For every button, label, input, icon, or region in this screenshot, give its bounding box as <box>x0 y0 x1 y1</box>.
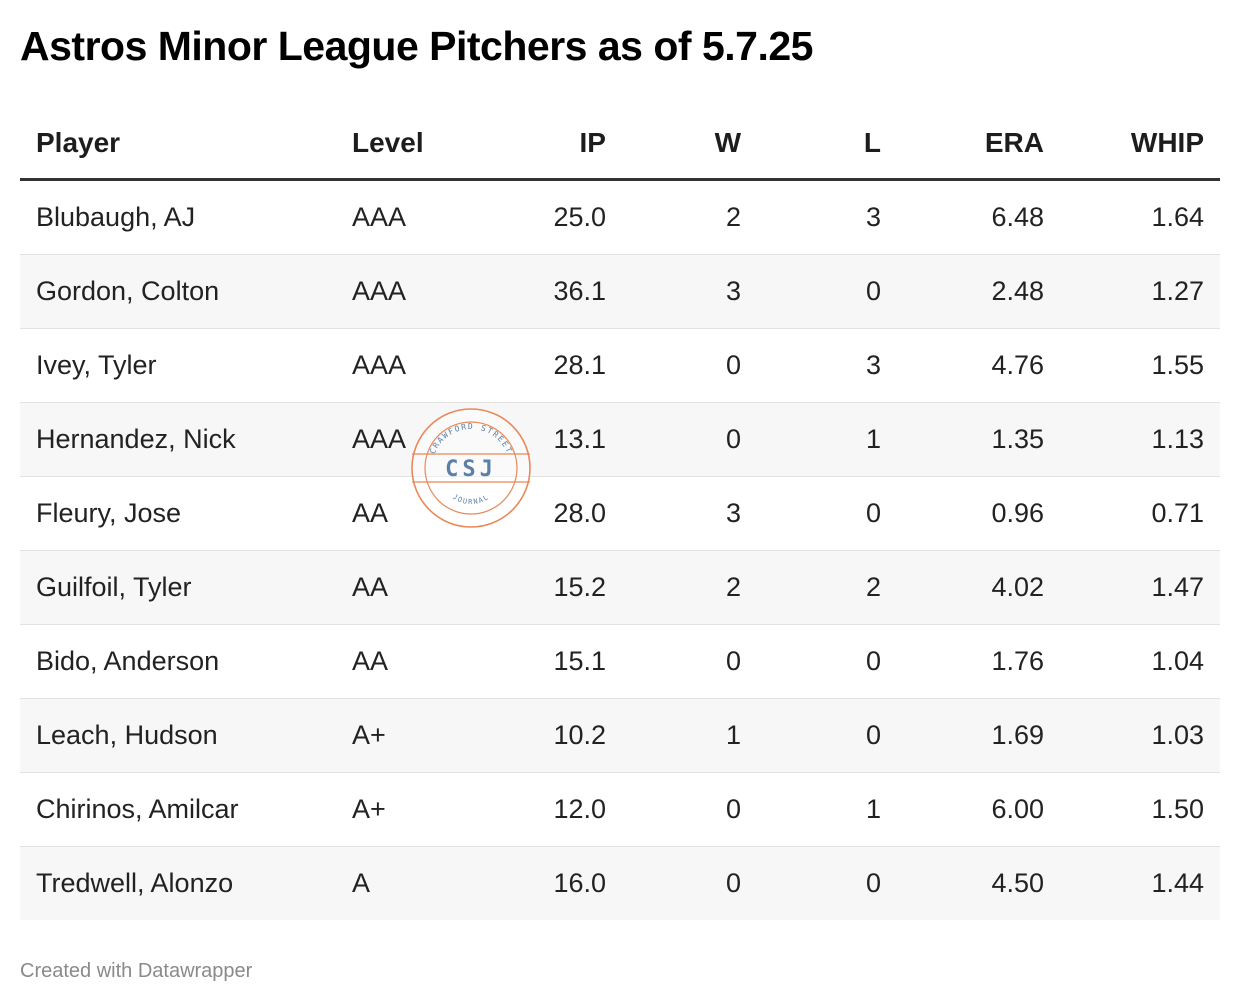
cell-w: 0 <box>622 846 757 920</box>
cell-level: AAA <box>336 179 472 255</box>
header-row: Player Level IP W L ERA WHIP <box>20 108 1220 181</box>
cell-level: AAA <box>336 328 472 403</box>
cell-l: 3 <box>757 179 897 255</box>
cell-ip: 15.1 <box>472 624 622 699</box>
cell-l: 0 <box>757 254 897 329</box>
cell-l: 1 <box>757 772 897 847</box>
cell-level: AAA <box>336 254 472 329</box>
cell-whip: 1.04 <box>1060 624 1220 699</box>
column-header-whip[interactable]: WHIP <box>1060 108 1220 181</box>
cell-level: AA <box>336 550 472 625</box>
datawrapper-credit: Created with Datawrapper <box>20 960 253 982</box>
column-header-player[interactable]: Player <box>20 108 336 181</box>
table-row: Leach, Hudson A+ 10.2 1 0 1.69 1.03 <box>20 698 1220 773</box>
column-header-era[interactable]: ERA <box>897 108 1060 181</box>
cell-level: A <box>336 846 472 920</box>
cell-whip: 1.50 <box>1060 772 1220 847</box>
cell-player: Bido, Anderson <box>20 624 336 699</box>
cell-player: Gordon, Colton <box>20 254 336 329</box>
cell-player: Guilfoil, Tyler <box>20 550 336 625</box>
cell-era: 4.02 <box>897 550 1060 625</box>
column-header-level[interactable]: Level <box>336 108 472 181</box>
cell-l: 0 <box>757 846 897 920</box>
cell-ip: 36.1 <box>472 254 622 329</box>
cell-level: AA <box>336 476 472 551</box>
cell-l: 2 <box>757 550 897 625</box>
table-row: Tredwell, Alonzo A 16.0 0 0 4.50 1.44 <box>20 846 1220 920</box>
cell-ip: 12.0 <box>472 772 622 847</box>
cell-player: Chirinos, Amilcar <box>20 772 336 847</box>
cell-w: 2 <box>622 179 757 255</box>
cell-era: 1.76 <box>897 624 1060 699</box>
table-body: Blubaugh, AJ AAA 25.0 2 3 6.48 1.64 Gordon, Col… <box>20 179 1220 920</box>
cell-w: 0 <box>622 772 757 847</box>
cell-whip: 1.55 <box>1060 328 1220 403</box>
cell-ip: 25.0 <box>472 179 622 255</box>
table-row: Bido, Anderson AA 15.1 0 0 1.76 1.04 <box>20 624 1220 699</box>
cell-whip: 0.71 <box>1060 476 1220 551</box>
column-header-w[interactable]: W <box>622 108 757 181</box>
cell-ip: 28.0 <box>472 476 622 551</box>
table-row: Blubaugh, AJ AAA 25.0 2 3 6.48 1.64 <box>20 179 1220 255</box>
cell-l: 0 <box>757 698 897 773</box>
cell-w: 2 <box>622 550 757 625</box>
cell-whip: 1.13 <box>1060 402 1220 477</box>
cell-era: 4.76 <box>897 328 1060 403</box>
cell-ip: 10.2 <box>472 698 622 773</box>
cell-l: 0 <box>757 476 897 551</box>
cell-era: 6.48 <box>897 179 1060 255</box>
cell-player: Ivey, Tyler <box>20 328 336 403</box>
table-row: Guilfoil, Tyler AA 15.2 2 2 4.02 1.47 <box>20 550 1220 625</box>
cell-ip: 13.1 <box>472 402 622 477</box>
table-row: Gordon, Colton AAA 36.1 3 0 2.48 1.27 <box>20 254 1220 329</box>
pitchers-table: Player Level IP W L ERA WHIP Blubaugh, A… <box>20 108 1220 920</box>
cell-player: Fleury, Jose <box>20 476 336 551</box>
cell-era: 4.50 <box>897 846 1060 920</box>
cell-player: Tredwell, Alonzo <box>20 846 336 920</box>
cell-whip: 1.03 <box>1060 698 1220 773</box>
cell-level: AAA <box>336 402 472 477</box>
cell-player: Hernandez, Nick <box>20 402 336 477</box>
cell-ip: 28.1 <box>472 328 622 403</box>
cell-whip: 1.44 <box>1060 846 1220 920</box>
cell-ip: 15.2 <box>472 550 622 625</box>
cell-level: A+ <box>336 698 472 773</box>
table-row: Chirinos, Amilcar A+ 12.0 0 1 6.00 1.50 <box>20 772 1220 847</box>
cell-era: 6.00 <box>897 772 1060 847</box>
cell-whip: 1.27 <box>1060 254 1220 329</box>
data-table-container: Player Level IP W L ERA WHIP Blubaugh, A… <box>20 108 1220 920</box>
column-header-l[interactable]: L <box>757 108 897 181</box>
column-header-ip[interactable]: IP <box>472 108 622 181</box>
cell-ip: 16.0 <box>472 846 622 920</box>
table-row: Fleury, Jose AA 28.0 3 0 0.96 0.71 <box>20 476 1220 551</box>
cell-w: 0 <box>622 328 757 403</box>
cell-w: 1 <box>622 698 757 773</box>
cell-w: 3 <box>622 476 757 551</box>
cell-whip: 1.64 <box>1060 179 1220 255</box>
table-row: Ivey, Tyler AAA 28.1 0 3 4.76 1.55 <box>20 328 1220 403</box>
cell-w: 0 <box>622 402 757 477</box>
chart-title: Astros Minor League Pitchers as of 5.7.2… <box>20 23 813 69</box>
cell-era: 1.35 <box>897 402 1060 477</box>
table-header: Player Level IP W L ERA WHIP <box>20 108 1220 181</box>
cell-player: Blubaugh, AJ <box>20 179 336 255</box>
cell-w: 0 <box>622 624 757 699</box>
cell-player: Leach, Hudson <box>20 698 336 773</box>
cell-level: AA <box>336 624 472 699</box>
cell-era: 0.96 <box>897 476 1060 551</box>
cell-whip: 1.47 <box>1060 550 1220 625</box>
cell-w: 3 <box>622 254 757 329</box>
cell-l: 0 <box>757 624 897 699</box>
table-row: Hernandez, Nick AAA 13.1 0 1 1.35 1.13 <box>20 402 1220 477</box>
cell-level: A+ <box>336 772 472 847</box>
cell-l: 3 <box>757 328 897 403</box>
cell-era: 1.69 <box>897 698 1060 773</box>
cell-era: 2.48 <box>897 254 1060 329</box>
cell-l: 1 <box>757 402 897 477</box>
